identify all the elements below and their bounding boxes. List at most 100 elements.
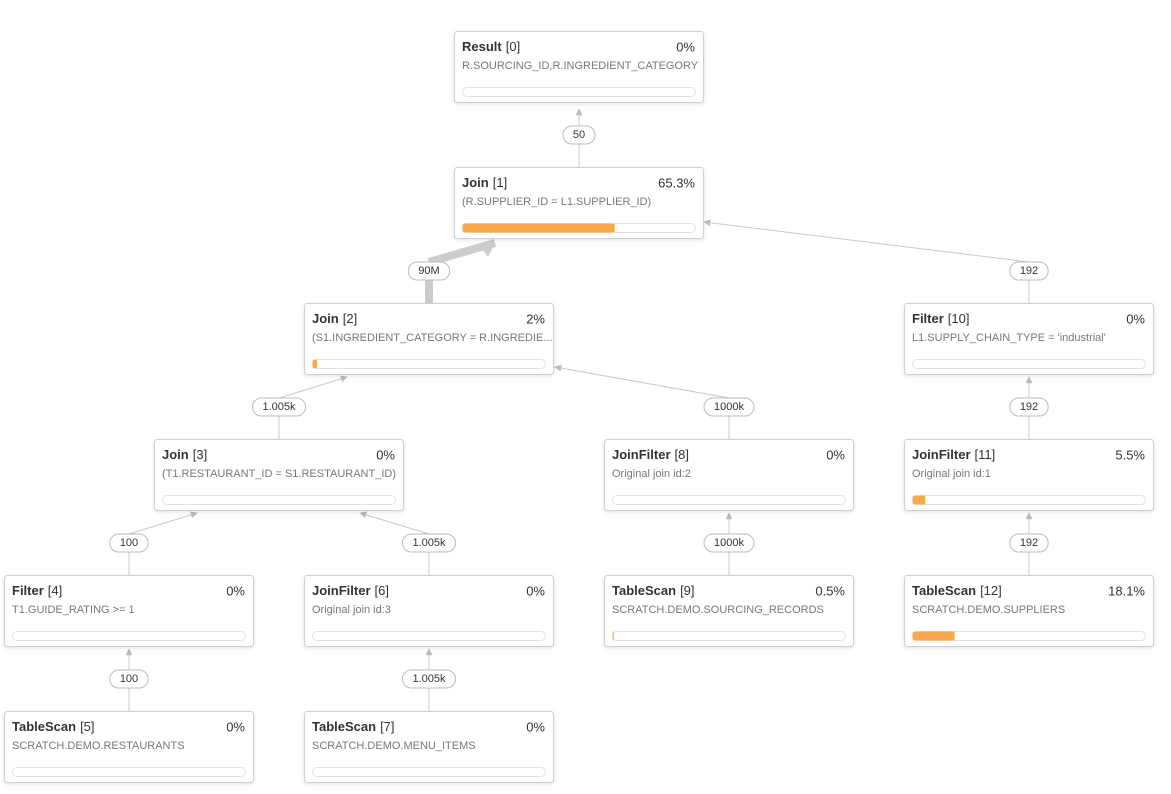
node-box <box>304 575 554 647</box>
pill-box <box>401 533 457 553</box>
node-title: Filter [10] <box>912 311 969 326</box>
node-id: [5] <box>80 719 94 734</box>
node-detail: (S1.INGREDIENT_CATEGORY = R.INGREDIE... <box>312 332 553 344</box>
progress-track <box>312 631 546 641</box>
node-name: Filter <box>912 311 944 326</box>
progress-track <box>312 359 546 369</box>
edge-arrow <box>554 364 730 399</box>
progress-track <box>12 631 246 641</box>
node-id: [8] <box>675 447 689 462</box>
progress-track <box>12 767 246 777</box>
plan-node: JoinFilter [8] 0% Original join id:2 <box>604 439 854 511</box>
pill-box <box>703 397 755 417</box>
pill-box <box>251 397 307 417</box>
node-name: TableScan <box>912 583 976 598</box>
node-name: Result <box>462 39 502 54</box>
progress-track <box>912 495 1146 505</box>
row-count-pill: 90M <box>407 261 451 281</box>
pill-box <box>401 669 457 689</box>
row-count: 1.005k <box>412 673 446 685</box>
plan-node: Filter [10] 0% L1.SUPPLY_CHAIN_TYPE = 'indu… <box>904 303 1154 375</box>
node-detail: Original join id:3 <box>312 604 391 616</box>
plan-node: JoinFilter [11] 5.5% Original join id:1 <box>904 439 1154 511</box>
node-detail: SCRATCH.DEMO.SUPPLIERS <box>912 604 1065 616</box>
pill-box <box>109 669 149 689</box>
row-count: 192 <box>1020 537 1038 549</box>
row-count: 192 <box>1020 265 1038 277</box>
node-box <box>454 31 704 103</box>
node-percent: 0% <box>526 719 545 734</box>
node-title: TableScan [7] <box>312 719 395 734</box>
node-box <box>604 439 854 511</box>
pill-box <box>1009 397 1049 417</box>
node-detail: (T1.RESTAURANT_ID = S1.RESTAURANT_ID) <box>162 468 396 480</box>
node-name: JoinFilter <box>612 447 671 462</box>
row-count: 50 <box>573 129 585 141</box>
node-box <box>304 303 554 375</box>
node-id: [10] <box>948 311 970 326</box>
node-detail: SCRATCH.DEMO.RESTAURANTS <box>12 740 185 752</box>
progress-track <box>312 767 546 777</box>
node-percent: 0% <box>226 719 245 734</box>
node-name: TableScan <box>612 583 676 598</box>
node-detail: Original join id:2 <box>612 468 691 480</box>
progress-bar <box>912 495 926 505</box>
node-box <box>154 439 404 511</box>
node-box <box>904 439 1154 511</box>
progress-bar <box>912 631 955 641</box>
node-detail: SCRATCH.DEMO.SOURCING_RECORDS <box>612 604 824 616</box>
node-box <box>454 167 704 239</box>
row-count: 100 <box>120 673 138 685</box>
plan-node: Join [1] 65.3% (R.SUPPLIER_ID = L1.SUPPLIER… <box>454 167 704 239</box>
row-count-pill: 100 <box>109 669 149 689</box>
node-detail: L1.SUPPLY_CHAIN_TYPE = 'industrial' <box>912 332 1106 344</box>
node-title: Join [3] <box>162 447 207 462</box>
node-title: Join [2] <box>312 311 357 326</box>
row-count-pill: 1.005k <box>401 669 457 689</box>
node-detail: (R.SUPPLIER_ID = L1.SUPPLIER_ID) <box>462 196 651 208</box>
node-title: JoinFilter [8] <box>612 447 689 462</box>
node-name: Join <box>312 311 339 326</box>
node-box <box>4 575 254 647</box>
node-detail: Original join id:1 <box>912 468 991 480</box>
plan-node: TableScan [5] 0% SCRATCH.DEMO.RESTAURANTS <box>4 711 254 783</box>
progress-bar <box>462 223 615 233</box>
node-name: Filter <box>12 583 44 598</box>
progress-track <box>912 359 1146 369</box>
node-percent: 0% <box>826 447 845 462</box>
node-title: Result [0] <box>462 39 520 54</box>
node-title: Filter [4] <box>12 583 62 598</box>
node-box <box>4 711 254 783</box>
node-percent: 0% <box>676 39 695 54</box>
node-id: [9] <box>680 583 694 598</box>
node-name: TableScan <box>312 719 376 734</box>
node-name: Join <box>162 447 189 462</box>
node-title: TableScan [12] <box>912 583 1002 598</box>
node-percent: 65.3% <box>658 175 695 190</box>
plan-node: TableScan [7] 0% SCRATCH.DEMO.MENU_ITEMS <box>304 711 554 783</box>
row-count: 1000k <box>714 401 744 413</box>
node-id: [7] <box>380 719 394 734</box>
row-count-pill: 192 <box>1009 533 1049 553</box>
progress-track <box>612 495 846 505</box>
node-id: [0] <box>506 39 520 54</box>
plan-node: TableScan [12] 18.1% SCRATCH.DEMO.SUPPLIERS <box>904 575 1154 647</box>
row-count-pill: 50 <box>562 125 596 145</box>
row-count-pill: 100 <box>109 533 149 553</box>
progress-track <box>162 495 396 505</box>
row-count: 100 <box>120 537 138 549</box>
node-id: [1] <box>493 175 507 190</box>
plan-node: TableScan [9] 0.5% SCRATCH.DEMO.SOURCING_RE… <box>604 575 854 647</box>
node-id: [2] <box>343 311 357 326</box>
row-count-pill: 1000k <box>703 397 755 417</box>
node-title: TableScan [9] <box>612 583 695 598</box>
node-percent: 5.5% <box>1115 447 1145 462</box>
node-box <box>604 575 854 647</box>
node-name: JoinFilter <box>912 447 971 462</box>
row-count: 1.005k <box>262 401 296 413</box>
node-percent: 0% <box>526 583 545 598</box>
node-title: TableScan [5] <box>12 719 95 734</box>
node-box <box>904 303 1154 375</box>
